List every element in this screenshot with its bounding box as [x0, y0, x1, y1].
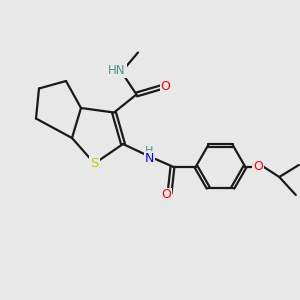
Text: H: H [145, 146, 154, 156]
Text: HN: HN [108, 64, 126, 77]
Text: O: O [161, 188, 171, 202]
Text: S: S [90, 157, 99, 170]
Text: O: O [161, 80, 170, 94]
Text: O: O [254, 160, 263, 173]
Text: N: N [145, 152, 154, 165]
